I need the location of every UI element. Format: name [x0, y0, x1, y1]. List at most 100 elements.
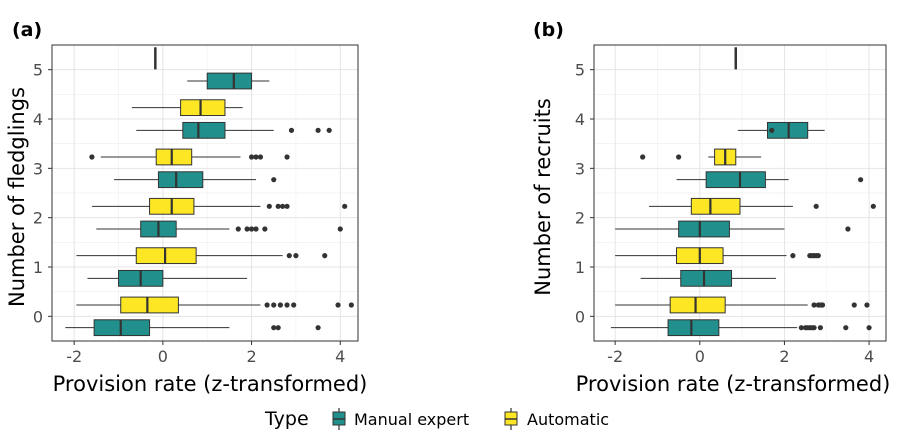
- legend-title: Type: [264, 408, 309, 430]
- panel-b-x-tick-label: 0: [695, 347, 705, 366]
- panel-a-outlier-manual-expert: [275, 325, 281, 331]
- panel-a-outlier-manual-expert: [244, 226, 250, 232]
- panel-a-outlier-automatic: [277, 302, 283, 308]
- panel-b-outlier-automatic: [864, 302, 870, 308]
- panel-b-outlier-manual-expert: [866, 325, 872, 331]
- panel-b-outlier-manual-expert: [845, 226, 851, 232]
- panel-a-outlier-automatic: [342, 203, 348, 209]
- panel-a-box-automatic-3: [89, 148, 290, 166]
- panel-a-y-tick-label: 0: [33, 307, 43, 326]
- legend-key-automatic: [504, 408, 518, 430]
- panel-b-y-axis-label: Number of recruits: [531, 98, 555, 296]
- panel-a-y-tick-label: 3: [33, 159, 43, 178]
- panel-a-outlier-manual-expert: [315, 325, 321, 331]
- panel-a-outlier-manual-expert: [337, 226, 343, 232]
- panel-a-box-automatic-4: [131, 99, 243, 117]
- panel-b-y-tick-label: 2: [575, 209, 585, 228]
- panel-a-outlier-manual-expert: [288, 127, 295, 133]
- panel-b-outlier-automatic: [819, 302, 826, 308]
- panel-b-plot-border: [593, 44, 887, 342]
- panel-a-iqr-box-automatic: [120, 296, 179, 314]
- panel-a-outlier-automatic: [348, 302, 354, 308]
- panel-b-box-manual-expert-1: [640, 269, 776, 287]
- panel-a-box-automatic-0: [76, 296, 354, 314]
- panel-b-x-tick-label: -2: [607, 347, 623, 366]
- panel-a-outlier-manual-expert: [248, 226, 255, 232]
- panel-b-box-manual-expert-3: [676, 171, 864, 189]
- panel-b-outlier-automatic: [813, 203, 819, 209]
- panel-a-box-automatic-1: [76, 247, 328, 265]
- panel-a-outlier-automatic: [89, 154, 95, 160]
- legend: Type Manual expert Automatic: [264, 408, 609, 430]
- panel-a-box-automatic-2: [91, 197, 348, 215]
- panel-b-box-automatic-3: [640, 148, 762, 166]
- panel-a-y-tick-label: 4: [33, 110, 43, 129]
- panel-b-x-tick-label: 4: [864, 347, 874, 366]
- panel-b-box-manual-expert-0: [610, 319, 872, 337]
- panel-b-y-tick-label: 5: [575, 61, 585, 80]
- panel-b-outlier-manual-expert: [811, 325, 817, 331]
- panel-a-outlier-manual-expert: [262, 226, 268, 232]
- panel-b-iqr-box-manual-expert: [680, 269, 733, 287]
- panel-a-outlier-automatic: [271, 302, 277, 308]
- panel-a-label: (a): [12, 19, 42, 41]
- panel-a-outlier-automatic: [253, 154, 259, 160]
- panel-a-outlier-automatic: [264, 302, 270, 308]
- panel-a-outlier-automatic: [257, 154, 264, 160]
- panel-b-y-tick-label: 4: [575, 110, 585, 129]
- panel-a-box-manual-expert-2: [96, 220, 343, 238]
- panel-a-outlier-automatic: [322, 253, 328, 259]
- panel-a-iqr-box-manual-expert: [157, 171, 204, 189]
- panel-b-outlier-automatic: [640, 154, 646, 160]
- panel-b-box-automatic-2: [649, 197, 876, 215]
- panel-a-outlier-automatic: [335, 302, 341, 308]
- panel-a-outlier-manual-expert: [315, 127, 321, 133]
- panel-b-outlier-automatic: [676, 154, 682, 160]
- panel-a-x-tick-label: 2: [246, 347, 256, 366]
- panel-b-outlier-automatic: [790, 253, 796, 259]
- panel-a-box-manual-expert-3: [114, 171, 277, 189]
- panel-a-outlier-automatic: [284, 203, 290, 209]
- panel-a-box-manual-expert-4: [136, 121, 332, 139]
- panel-a-box-manual-expert-1: [87, 269, 248, 287]
- panel-a-y-tick-label: 2: [33, 209, 43, 228]
- panel-b-box-automatic-1: [615, 247, 821, 265]
- panel-a-x-tick-label: 4: [335, 347, 345, 366]
- panel-b-box-automatic-0: [615, 296, 870, 314]
- panel-b-x-tick-label: 2: [779, 347, 789, 366]
- panel-a-outlier-manual-expert: [253, 226, 259, 232]
- panel-a-iqr-box-automatic: [155, 148, 193, 166]
- panel-a-outlier-automatic: [284, 154, 290, 160]
- panel-b-outlier-manual-expert: [798, 325, 804, 331]
- panel-a-iqr-box-manual-expert: [182, 121, 226, 139]
- panel-b-y-tick-label: 1: [575, 258, 585, 277]
- panel-b-outlier-automatic: [870, 203, 876, 209]
- panel-a-y-tick-label: 1: [33, 258, 43, 277]
- panel-a-iqr-box-automatic: [180, 99, 226, 117]
- panel-b-outlier-automatic: [815, 253, 821, 259]
- panel-b-box-manual-expert-2: [615, 220, 851, 238]
- legend-label-automatic: Automatic: [527, 410, 609, 429]
- panel-b-outlier-manual-expert: [817, 325, 824, 331]
- panel-b-iqr-box-automatic: [690, 197, 741, 215]
- panel-b-y-tick-label: 3: [575, 159, 585, 178]
- panel-a-outlier-manual-expert: [326, 127, 332, 133]
- panel-b-outlier-manual-expert: [769, 127, 775, 133]
- panel-b-iqr-box-manual-expert: [678, 220, 730, 238]
- panel-b-outlier-automatic: [851, 302, 857, 308]
- panel-a-x-axis-label: Provision rate (z-transformed): [53, 372, 368, 396]
- panel-a-x-tick-label: -2: [66, 347, 82, 366]
- panel-a-outlier-manual-expert: [235, 226, 241, 232]
- panel-a-box-manual-expert-5: [187, 72, 270, 90]
- panel-b: (b) Provision rate (z-transformed) Numbe…: [531, 19, 890, 396]
- panel-a-x-tick-label: 0: [158, 347, 168, 366]
- panel-b-outlier-automatic: [811, 302, 817, 308]
- legend-label-manual-expert: Manual expert: [354, 410, 469, 429]
- panel-b-iqr-box-manual-expert: [667, 319, 720, 337]
- panel-a-outlier-automatic: [293, 253, 299, 259]
- legend-key-manual-expert: [332, 408, 346, 430]
- panel-b-outlier-manual-expert: [858, 177, 864, 183]
- panel-b-iqr-box-manual-expert: [705, 171, 766, 189]
- panel-a-outlier-manual-expert: [271, 325, 277, 331]
- panel-a-outlier-automatic: [291, 302, 297, 308]
